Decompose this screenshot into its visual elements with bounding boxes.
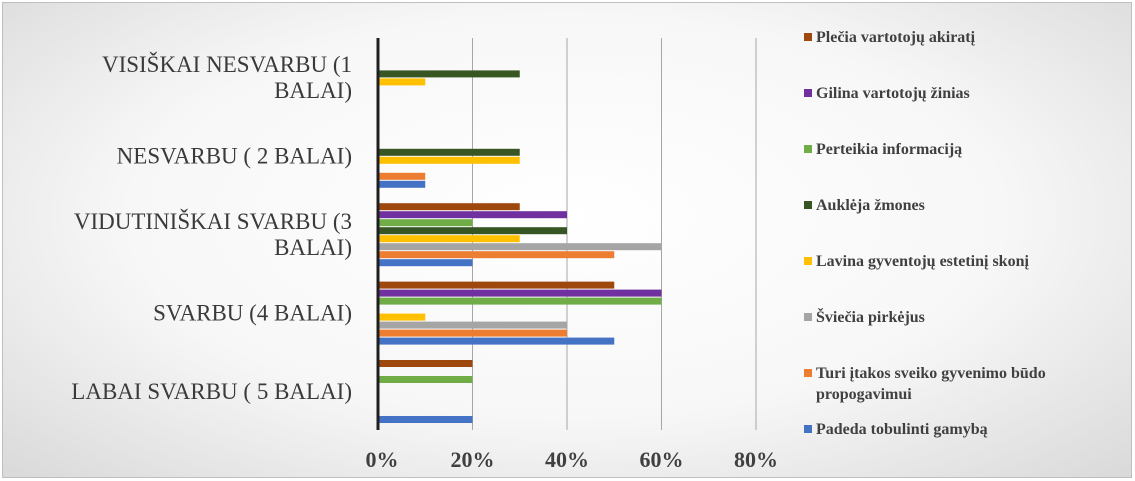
bar-cat3-series1 [378, 329, 567, 337]
x-tick-label-1: 20% [451, 447, 495, 472]
category-label-0-line-0: VISIŠKAI NESVARBU (1 [102, 51, 352, 77]
bar-cat0-series4 [378, 70, 520, 78]
bar-cat4-series0 [378, 416, 473, 423]
bar-cat0-series3 [378, 78, 426, 86]
x-tick-label-4: 80% [734, 447, 778, 472]
category-label-2-line-1: BALAI) [274, 235, 352, 260]
legend-swatch-0 [804, 425, 812, 433]
legend-label-4-line-0: Auklėja žmones [816, 197, 925, 214]
legend-swatch-2 [804, 313, 812, 321]
x-tick-label-3: 60% [640, 447, 684, 472]
bar-cat3-series7 [378, 281, 615, 289]
category-label-0-line-1: BALAI) [274, 78, 352, 103]
legend-swatch-6 [804, 89, 812, 97]
bar-cat2-series4 [378, 227, 567, 235]
legend-swatch-3 [804, 257, 812, 265]
bar-cat4-series7 [378, 360, 473, 367]
x-tick-label-0: 0% [366, 447, 399, 472]
category-label-3-line-0: SVARBU (4 BALAI) [153, 300, 352, 325]
bar-cat3-series6 [378, 289, 662, 297]
category-label-1-line-0: NESVARBU ( 2 BALAI) [117, 144, 352, 169]
legend-label-5-line-0: Perteikia informaciją [816, 141, 962, 158]
bar-cat2-series7 [378, 203, 520, 211]
legend-label-1-line-1: propogavimui [816, 386, 912, 403]
bar-cat2-series3 [378, 235, 520, 243]
legend-swatch-1 [804, 369, 812, 377]
legend-swatch-7 [804, 33, 812, 41]
x-tick-label-2: 40% [545, 447, 589, 472]
bar-cat3-series2 [378, 321, 567, 329]
bar-cat2-series5 [378, 219, 473, 227]
bar-cat3-series3 [378, 313, 426, 321]
legend-label-6-line-0: Gilina vartotojų žinias [816, 85, 970, 102]
bar-cat1-series4 [378, 148, 520, 156]
legend-label-1-line-0: Turi įtakos sveiko gyvenimo būdo [816, 365, 1046, 382]
bar-cat1-series1 [378, 172, 426, 180]
bar-cat1-series0 [378, 180, 426, 188]
bar-cat3-series5 [378, 297, 662, 305]
legend-swatch-4 [804, 201, 812, 209]
bar-cat2-series6 [378, 211, 567, 219]
bar-cat2-series0 [378, 259, 473, 267]
legend-label-0-line-0: Padeda tobulinti gamybą [816, 421, 988, 438]
legend-swatch-5 [804, 145, 812, 153]
bar-cat1-series3 [378, 156, 520, 164]
category-label-4-line-0: LABAI SVARBU ( 5 BALAI) [71, 379, 352, 404]
bar-cat2-series1 [378, 251, 615, 259]
legend-label-2-line-0: Šviečia pirkėjus [816, 307, 925, 326]
category-label-2-line-0: VIDUTINIŠKAI SVARBU (3 [74, 208, 352, 234]
bar-cat3-series0 [378, 337, 615, 345]
bar-cat4-series5 [378, 376, 473, 383]
legend-label-3-line-0: Lavina gyventojų estetinį skonį [816, 253, 1029, 270]
legend-label-7-line-0: Plečia vartotojų akiratį [816, 29, 976, 46]
bar-cat2-series2 [378, 243, 662, 251]
